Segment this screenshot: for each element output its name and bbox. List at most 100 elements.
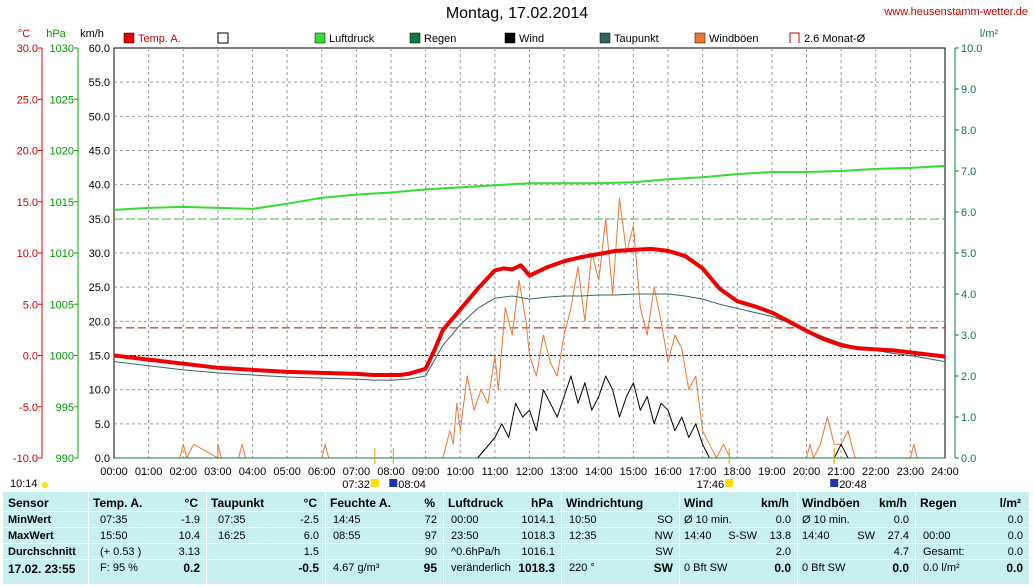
row-label-sensor: Sensor bbox=[8, 496, 49, 510]
wind-header-unit: km/h bbox=[760, 496, 789, 510]
temp-tick-label: -10.0 bbox=[13, 453, 38, 465]
dew-cell-value: -0.5 bbox=[298, 561, 319, 575]
x-tick-label: 24:00 bbox=[931, 466, 959, 478]
x-tick-label: 18:00 bbox=[723, 466, 751, 478]
legend-swatch bbox=[789, 32, 800, 43]
dir-cell-value: NW bbox=[654, 530, 673, 542]
legend-swatch bbox=[314, 32, 326, 44]
legend-label: Windböen bbox=[709, 33, 759, 45]
pressure-tick-label: 995 bbox=[56, 402, 74, 414]
rain-cell-label: Gesamt: bbox=[923, 546, 965, 558]
temp-tick-label: 20.0 bbox=[17, 146, 38, 158]
wind-tick-label: 5.0 bbox=[95, 419, 110, 431]
temp-tick-label: 25.0 bbox=[17, 94, 38, 106]
hum-header-title: Feuchte A. bbox=[330, 496, 391, 510]
row-label-current: 17.02. 23:55 bbox=[8, 562, 76, 576]
x-tick-label: 02:00 bbox=[169, 466, 197, 478]
site-url[interactable]: www.heusenstamm-wetter.de bbox=[884, 6, 1028, 18]
hum-cell-label: 14:45 bbox=[333, 514, 361, 526]
wind-tick-label: 35.0 bbox=[89, 214, 110, 226]
pressure-tick-label: 1030 bbox=[50, 43, 74, 55]
wind-tick-label: 10.0 bbox=[89, 385, 110, 397]
temp-cell-label: (+ 0.53 ) bbox=[100, 546, 142, 558]
hum-cell-value: 97 bbox=[424, 530, 437, 542]
hum-cell-value: 90 bbox=[424, 546, 437, 558]
wind-tick-label: 55.0 bbox=[89, 77, 110, 89]
gust-cell-dir: SW bbox=[857, 530, 875, 542]
gust-cell-value: 4.7 bbox=[893, 546, 909, 558]
press-cell-value: 1018.3 bbox=[518, 561, 555, 575]
x-tick-label: 09:00 bbox=[412, 466, 440, 478]
event-time: 08:04 bbox=[398, 479, 426, 491]
x-tick-label: 23:00 bbox=[897, 466, 925, 478]
dir-cell-label: 10:50 bbox=[569, 514, 597, 526]
press-cell-label: veränderlich bbox=[451, 562, 511, 574]
legend-swatch bbox=[504, 32, 516, 44]
rain-cell-value: 0.0 bbox=[1007, 530, 1023, 542]
dew-cell-value: -2.5 bbox=[300, 514, 319, 526]
dir-header-title: Windrichtung bbox=[566, 496, 644, 510]
gust-cell-label: Ø 10 min. bbox=[802, 514, 850, 526]
rain-unit: l/m² bbox=[980, 28, 999, 40]
hum-cell-label: 08:55 bbox=[333, 530, 361, 542]
wind-tick-label: 30.0 bbox=[89, 248, 110, 260]
rain-cell-value: 0.0 bbox=[1006, 561, 1023, 575]
wind-tick-label: 40.0 bbox=[89, 180, 110, 192]
wind-tick-label: 20.0 bbox=[89, 316, 110, 328]
legend-swatch bbox=[599, 32, 611, 44]
temp-tick-label: -5.0 bbox=[19, 402, 38, 414]
legend-label: 2.6 Monat-Ø bbox=[804, 33, 866, 45]
series-line bbox=[113, 246, 946, 377]
gust-cell-value: 27.4 bbox=[887, 530, 909, 542]
press-cell-value: 1018.3 bbox=[521, 530, 555, 542]
x-tick-label: 17:00 bbox=[689, 466, 717, 478]
wind-tick-label: 25.0 bbox=[89, 282, 110, 294]
rain-cell-value: 0.0 bbox=[1007, 546, 1023, 558]
sun-icon bbox=[42, 482, 48, 488]
wind-tick-label: 50.0 bbox=[89, 111, 110, 123]
moon-icon bbox=[830, 479, 839, 487]
wind-tick-label: 0.0 bbox=[95, 453, 110, 465]
col-dir: Windrichtung 10:50 SO 12:35 NW SW 220 ° SW bbox=[561, 492, 680, 584]
series-line bbox=[114, 375, 945, 459]
col-press: Luftdruck hPa 00:00 1014.1 23:50 1018.3 ^0.6hP… bbox=[443, 492, 562, 584]
x-tick-label: 22:00 bbox=[862, 466, 890, 478]
rain-tick-label: 7.0 bbox=[961, 166, 976, 178]
rain-tick-label: 3.0 bbox=[961, 330, 976, 342]
pressure-tick-label: 1015 bbox=[50, 197, 74, 209]
rain-tick-label: 8.0 bbox=[961, 125, 976, 137]
temp-tick-label: 0.0 bbox=[23, 351, 38, 363]
legend-label: Taupunkt bbox=[614, 33, 659, 45]
press-header-unit: hPa bbox=[530, 496, 553, 510]
wind-cell-value: 0.0 bbox=[775, 514, 791, 526]
col-dew: Taupunkt °C 07:35 -2.5 16:25 6.0 1.5 -0.5 bbox=[206, 492, 326, 584]
dew-cell-value: 1.5 bbox=[303, 546, 319, 558]
wind-cell-label: 0 Bft SW bbox=[684, 562, 728, 574]
wind-unit: km/h bbox=[80, 28, 104, 40]
dir-cell-value: SO bbox=[657, 514, 673, 526]
rain-tick-label: 6.0 bbox=[961, 207, 976, 219]
gust-cell-value: 0.0 bbox=[892, 561, 909, 575]
temp-tick-label: 15.0 bbox=[17, 197, 38, 209]
hum-cell-label: 4.67 g/m³ bbox=[333, 562, 380, 574]
col-hum: Feuchte A.% 14:45 72 08:55 97 90 4.67 g/m³ 95 bbox=[325, 492, 444, 584]
event-time: 20:48 bbox=[839, 479, 867, 491]
legend-swatch bbox=[409, 32, 421, 44]
x-tick-label: 07:00 bbox=[343, 466, 371, 478]
legend-label: Temp. A. bbox=[138, 33, 181, 45]
col-gust: Windböen km/h Ø 10 min. 0.0 14:40 SW 27.4 4.7 0 … bbox=[797, 492, 916, 584]
pressure-tick-label: 1010 bbox=[50, 248, 74, 260]
marker-prev: 10:14 bbox=[10, 478, 38, 490]
x-tick-label: 06:00 bbox=[308, 466, 336, 478]
dew-header-title: Taupunkt bbox=[211, 496, 265, 510]
press-cell-label: 00:00 bbox=[451, 514, 479, 526]
hum-cell-value: 95 bbox=[423, 561, 437, 575]
series-line bbox=[113, 164, 946, 211]
rain-tick-label: 2.0 bbox=[961, 371, 976, 383]
legend-label: Luftdruck bbox=[329, 33, 375, 45]
x-tick-label: 19:00 bbox=[758, 466, 786, 478]
press-cell-label: 23:50 bbox=[451, 530, 479, 542]
wind-tick-label: 45.0 bbox=[89, 146, 110, 158]
wind-cell-value: 0.0 bbox=[774, 561, 791, 575]
temp-cell-label: 07:35 bbox=[100, 514, 128, 526]
